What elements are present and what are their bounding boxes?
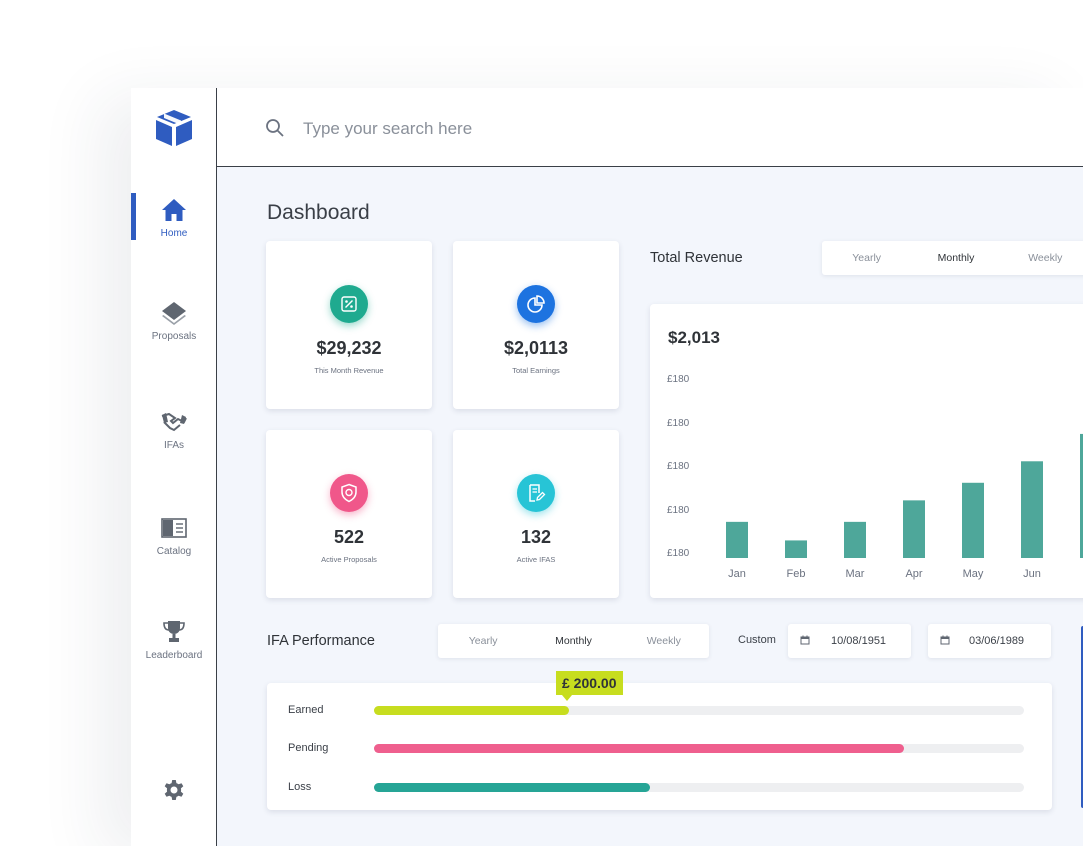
date-from-value: 10/08/1951 — [831, 635, 887, 647]
revenue-bar-chart: £180£180£180£180£180JanFebMarAprMayJunJu… — [667, 374, 1083, 580]
bar-apr[interactable] — [903, 500, 925, 558]
progress-fill-earned — [374, 706, 569, 715]
sidebar-item-label: Leaderboard — [145, 650, 203, 661]
date-to-field[interactable]: 03/06/1989 — [928, 624, 1051, 658]
tab-monthly[interactable]: Monthly — [937, 252, 975, 264]
y-tick-label: £180 — [667, 548, 690, 559]
x-tick-label: Jan — [728, 568, 746, 580]
sidebar: Home Proposals IFAs — [131, 88, 217, 846]
bar-jul[interactable] — [1080, 433, 1083, 558]
search-input[interactable] — [303, 114, 803, 144]
sidebar-item-catalog[interactable]: Catalog — [131, 516, 217, 557]
offscreen-panel-edge — [1081, 626, 1083, 808]
bar-may[interactable] — [962, 482, 984, 558]
bar-mar[interactable] — [844, 521, 866, 558]
tab-weekly[interactable]: Weekly — [1028, 252, 1063, 264]
revenue-chart-card: £180£180£180£180£180JanFebMarAprMayJunJu… — [650, 304, 1083, 598]
x-tick-label: Apr — [905, 568, 922, 580]
app-window: Home Proposals IFAs — [131, 88, 1083, 846]
progress-track-loss — [374, 783, 1024, 792]
performance-card: Earned £ 200.00 Pending Loss — [267, 671, 1052, 810]
tab-yearly[interactable]: Yearly — [852, 252, 882, 264]
y-tick-label: £180 — [667, 505, 690, 516]
stat-card-total-earnings: $2,0113 Total Earnings — [453, 241, 619, 409]
home-icon — [162, 199, 186, 221]
sidebar-item-home[interactable]: Home — [131, 198, 217, 239]
stat-value: 132 — [520, 527, 552, 547]
stat-card-active-proposals: 522 Active Proposals — [266, 430, 432, 598]
revenue-period-tabs: Yearly Monthly Weekly — [822, 241, 1083, 275]
sidebar-item-label: Proposals — [151, 331, 197, 342]
sidebar-item-label: Catalog — [156, 546, 192, 557]
sidebar-item-ifas[interactable]: IFAs — [131, 410, 217, 451]
y-tick-label: £180 — [667, 461, 690, 472]
revenue-title: Total Revenue — [650, 250, 743, 266]
tab-yearly[interactable]: Yearly — [468, 635, 498, 647]
bar-jan[interactable] — [726, 521, 748, 558]
progress-fill-loss — [374, 783, 651, 792]
stat-card-active-ifas: 132 Active IFAS — [453, 430, 619, 598]
performance-period-tabs: Yearly Monthly Weekly — [438, 624, 709, 658]
page-title: Dashboard — [267, 201, 370, 224]
layers-icon — [162, 302, 186, 325]
custom-range-label: Custom — [738, 634, 776, 646]
pie-chart-icon — [517, 285, 555, 323]
gear-icon[interactable] — [162, 778, 186, 802]
date-to-value: 03/06/1989 — [969, 635, 1025, 647]
calendar-icon — [940, 635, 950, 645]
progress-track-pending — [374, 744, 1024, 753]
bar-jun[interactable] — [1021, 461, 1043, 558]
sidebar-item-proposals[interactable]: Proposals — [131, 301, 217, 342]
stat-value: $2,0113 — [503, 338, 569, 358]
row-label-pending: Pending — [288, 742, 329, 754]
tab-weekly[interactable]: Weekly — [646, 635, 681, 647]
earned-tooltip: £ 200.00 — [556, 671, 623, 701]
sidebar-item-label: Home — [160, 228, 188, 239]
x-tick-label: Mar — [846, 568, 865, 580]
sidebar-item-label: IFAs — [163, 440, 184, 451]
performance-title: IFA Performance — [267, 633, 375, 649]
bar-feb[interactable] — [785, 540, 807, 558]
percent-icon — [330, 285, 368, 323]
progress-fill-pending — [374, 744, 904, 753]
row-label-earned: Earned — [288, 704, 324, 716]
stat-value: $29,232 — [316, 338, 382, 358]
handshake-icon — [161, 412, 187, 432]
stat-card-month-revenue: $29,232 This Month Revenue — [266, 241, 432, 409]
stat-value: 522 — [333, 527, 365, 547]
sidebar-item-leaderboard[interactable]: Leaderboard — [131, 620, 217, 661]
x-tick-label: Jun — [1023, 568, 1041, 580]
x-tick-label: May — [963, 568, 984, 580]
stat-label: Active IFAS — [516, 555, 556, 564]
tab-monthly[interactable]: Monthly — [555, 635, 592, 647]
y-tick-label: £180 — [667, 418, 690, 429]
stat-label: Active Proposals — [321, 555, 377, 564]
trophy-icon — [163, 621, 185, 642]
x-tick-label: Feb — [787, 568, 806, 580]
y-tick-label: £180 — [667, 374, 690, 385]
calendar-icon — [800, 635, 810, 645]
row-label-loss: Loss — [288, 781, 312, 793]
stat-label: Total Earnings — [512, 366, 560, 375]
shield-icon — [330, 474, 368, 512]
nav-active-indicator — [131, 193, 136, 240]
stat-label: This Month Revenue — [314, 366, 384, 375]
date-from-field[interactable]: 10/08/1951 — [788, 624, 911, 658]
progress-track-earned — [374, 706, 1024, 715]
document-edit-icon — [517, 474, 555, 512]
catalog-icon — [161, 518, 187, 538]
revenue-total: $2,013 — [668, 328, 720, 347]
top-bar — [217, 88, 1083, 167]
logo-icon — [156, 110, 192, 146]
search-icon — [266, 119, 284, 137]
